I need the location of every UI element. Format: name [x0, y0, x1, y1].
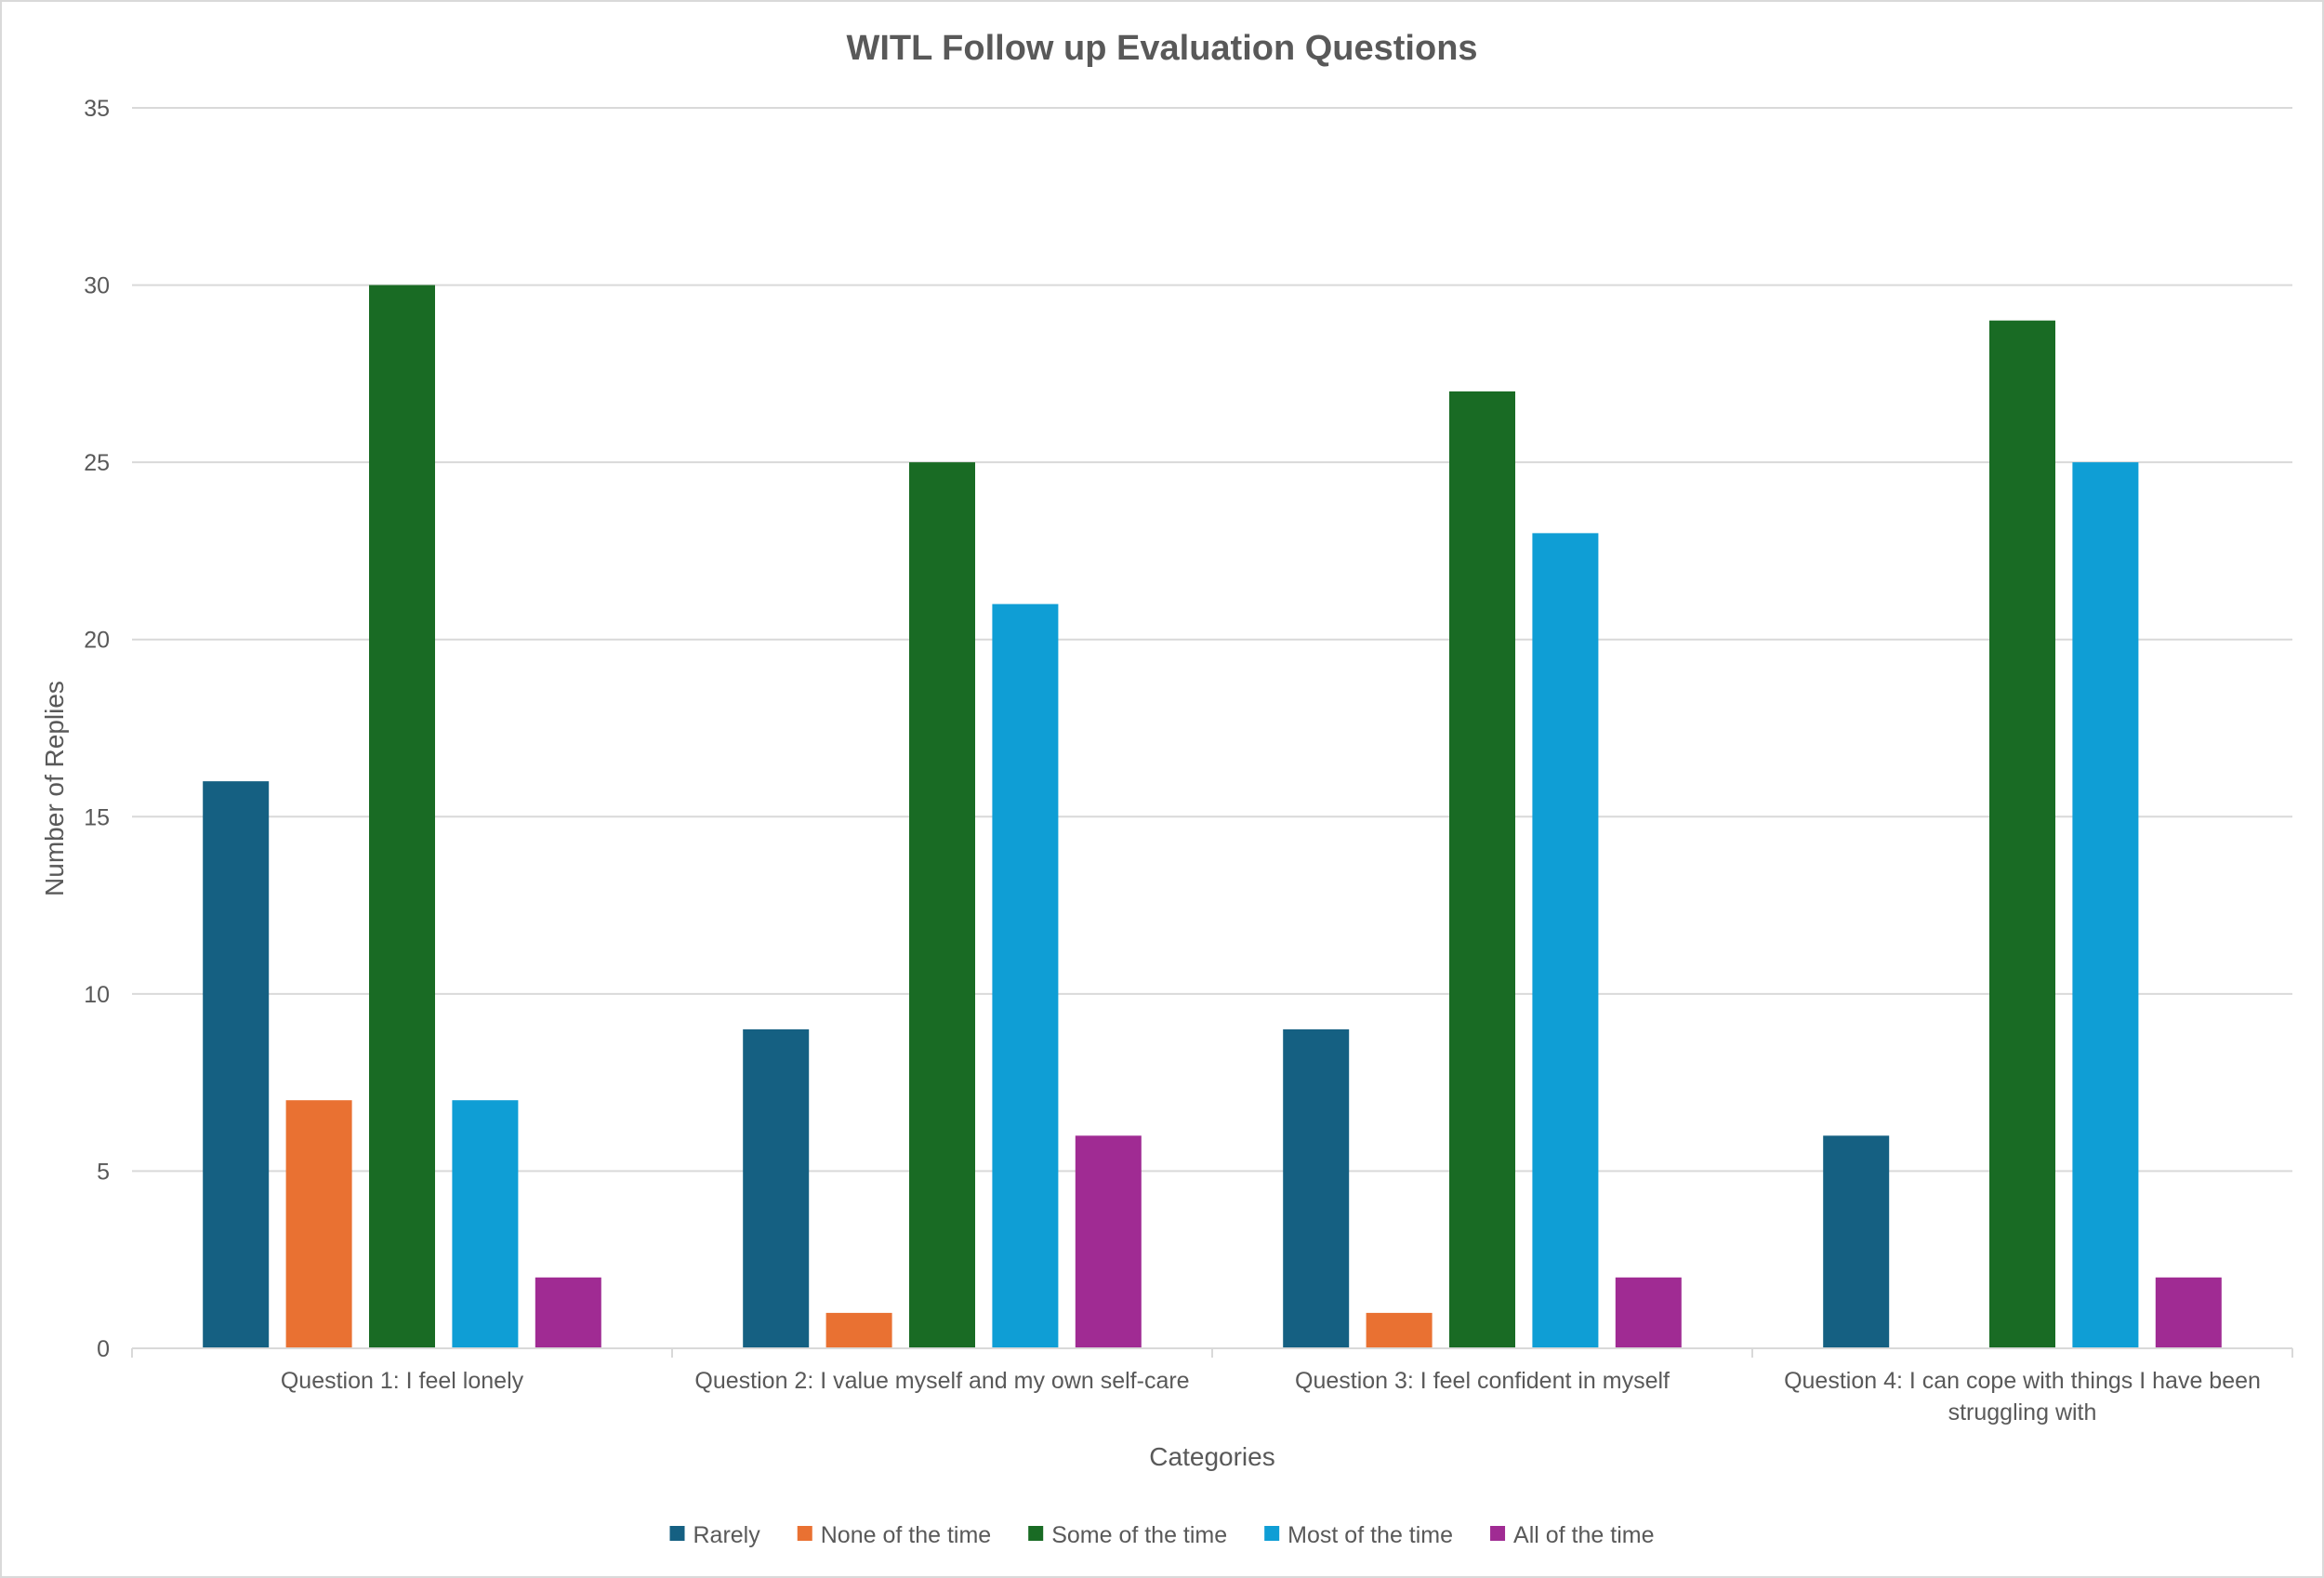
legend-label: Rarely [693, 1522, 761, 1548]
bar-most-of-the-time [992, 603, 1059, 1348]
y-tick-label: 25 [84, 450, 110, 476]
bar-none-of-the-time [1366, 1312, 1433, 1348]
legend-item-none-of-the-time: None of the time [797, 1522, 991, 1548]
y-tick-label: 0 [97, 1336, 110, 1362]
legend-label: All of the time [1513, 1522, 1654, 1548]
legend-swatch [669, 1526, 685, 1541]
bar-rarely [1823, 1135, 1890, 1348]
bar-rarely [203, 781, 270, 1348]
legend-label: None of the time [821, 1522, 991, 1548]
legend-swatch [797, 1526, 812, 1541]
bar-some-of-the-time [1989, 320, 2055, 1349]
bar-all-of-the-time [535, 1277, 601, 1348]
chart-title: WITL Follow up Evaluation Questions [846, 29, 1477, 68]
x-category-label: Question 2: I value myself and my own se… [694, 1368, 1189, 1394]
x-category-label: Question 1: I feel lonely [281, 1368, 524, 1394]
bar-most-of-the-time [1532, 533, 1599, 1348]
y-tick-label: 35 [84, 96, 110, 122]
bar-all-of-the-time [2155, 1277, 2222, 1348]
bar-some-of-the-time [1449, 391, 1515, 1348]
bars [203, 285, 2222, 1349]
legend: Rarely None of the time Some of the time Mo… [669, 1522, 1654, 1548]
bar-rarely [743, 1028, 810, 1348]
x-category-label: Question 4: I can cope with things I hav… [1784, 1368, 2261, 1394]
y-axis-title: Number of Replies [40, 681, 69, 896]
y-axis-tick-labels: 0 5 10 15 20 25 30 35 [84, 96, 110, 1362]
x-axis-category-labels: Question 1: I feel lonely Question 2: I v… [281, 1368, 2261, 1426]
bar-some-of-the-time [909, 462, 975, 1349]
bar-rarely [1283, 1028, 1350, 1348]
y-tick-label: 5 [97, 1159, 110, 1185]
legend-swatch [1490, 1526, 1506, 1541]
x-category-label: struggling with [1948, 1399, 2097, 1426]
legend-swatch [1264, 1526, 1280, 1541]
y-tick-label: 30 [84, 273, 110, 299]
bar-all-of-the-time [1075, 1135, 1142, 1348]
bar-none-of-the-time [285, 1100, 352, 1348]
y-tick-label: 20 [84, 628, 110, 654]
y-tick-label: 15 [84, 804, 110, 830]
y-tick-label: 10 [84, 982, 110, 1008]
x-axis [131, 1347, 2293, 1358]
x-category-label: Question 3: I feel confident in myself [1295, 1368, 1670, 1394]
legend-item-some-of-the-time: Some of the time [1028, 1522, 1227, 1548]
legend-item-all-of-the-time: All of the time [1490, 1522, 1654, 1548]
bar-none-of-the-time [825, 1312, 892, 1348]
bar-most-of-the-time [452, 1100, 519, 1348]
bar-some-of-the-time [369, 285, 435, 1349]
legend-label: Most of the time [1287, 1522, 1453, 1548]
legend-item-most-of-the-time: Most of the time [1264, 1522, 1453, 1548]
gridlines [132, 107, 2292, 1173]
legend-swatch [1028, 1526, 1044, 1541]
bar-most-of-the-time [2072, 462, 2139, 1349]
bar-all-of-the-time [1615, 1277, 1682, 1348]
x-axis-title: Categories [1149, 1442, 1274, 1471]
legend-item-rarely: Rarely [669, 1522, 761, 1548]
legend-label: Some of the time [1051, 1522, 1227, 1548]
